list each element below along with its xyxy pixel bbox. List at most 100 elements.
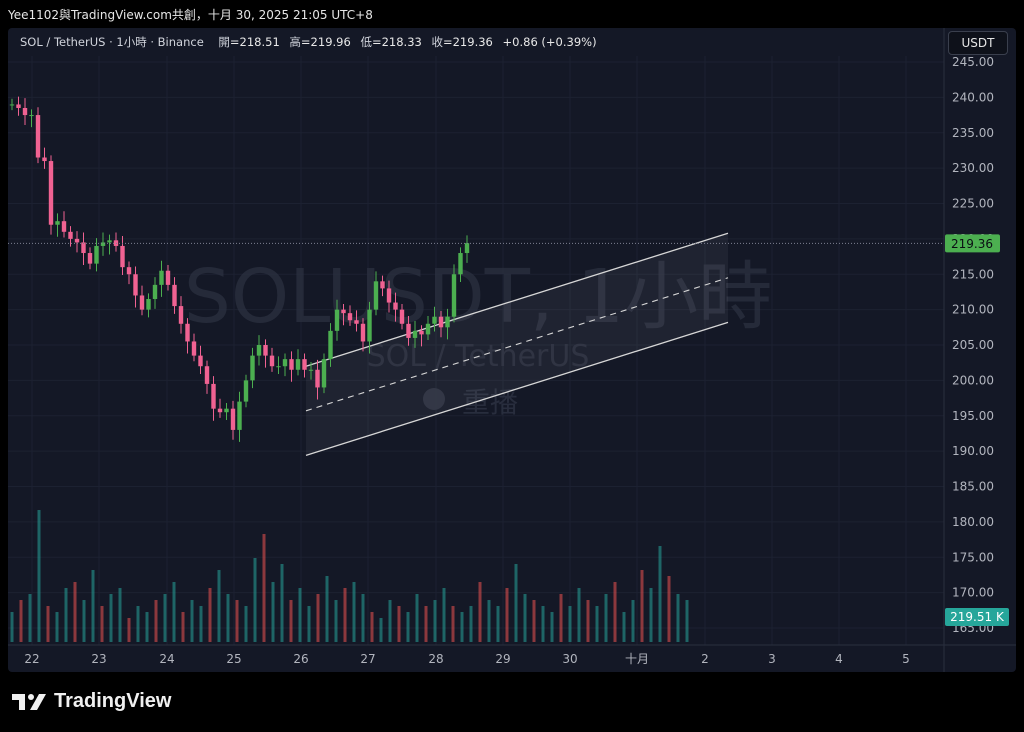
candle xyxy=(354,310,359,332)
candle-body xyxy=(334,309,340,331)
candle-body xyxy=(74,238,80,243)
replay-icon xyxy=(423,388,445,410)
volume-bar xyxy=(406,612,410,642)
volume-bar xyxy=(316,594,320,642)
x-tick-label: 3 xyxy=(768,652,776,666)
candle-body xyxy=(9,104,15,106)
volume-bar xyxy=(685,600,689,642)
candle xyxy=(289,351,294,382)
candle xyxy=(107,234,112,255)
candle-body xyxy=(133,274,138,296)
volume-bar xyxy=(325,576,329,642)
channel-upper-line xyxy=(305,232,729,367)
volume-bar xyxy=(667,576,671,642)
candle-body xyxy=(165,270,171,285)
candle-body xyxy=(464,243,470,254)
y-tick-label: 245.00 xyxy=(952,55,994,69)
candle-body xyxy=(146,299,151,310)
candle xyxy=(133,266,138,308)
candle-body xyxy=(204,366,210,384)
candle xyxy=(230,400,236,440)
y-tick-label: 180.00 xyxy=(952,515,994,529)
candle xyxy=(334,299,340,341)
candle-body xyxy=(451,274,457,317)
x-tick-label: 29 xyxy=(495,652,510,666)
candle xyxy=(61,211,67,238)
candle xyxy=(81,232,86,266)
candle-body xyxy=(185,323,190,342)
chart-panel[interactable] xyxy=(8,28,1016,672)
candle-body xyxy=(172,284,177,307)
candle xyxy=(282,353,288,377)
candle-body xyxy=(406,323,411,338)
x-tick-label: 25 xyxy=(226,652,241,666)
volume-bar xyxy=(379,618,383,642)
candle xyxy=(380,275,385,297)
volume-bar xyxy=(370,612,374,642)
candle xyxy=(243,374,249,408)
volume-bar xyxy=(109,594,113,642)
last-price-label: 219.36 xyxy=(951,237,993,251)
candle xyxy=(204,360,210,394)
volume-bar xyxy=(64,588,68,642)
high-label: 高 xyxy=(289,35,301,49)
volume-bar xyxy=(352,582,356,642)
candle-body xyxy=(237,401,242,430)
candle xyxy=(256,335,262,366)
volume-bar xyxy=(73,582,77,642)
candle-body xyxy=(191,341,197,356)
candle xyxy=(412,320,418,348)
candle xyxy=(55,213,60,237)
x-tick-label: 十月 xyxy=(625,652,649,666)
candle-body xyxy=(42,157,47,162)
candle xyxy=(139,285,145,316)
symbol-name[interactable]: SOL / TetherUS · 1小時 · Binance xyxy=(20,35,204,49)
candle xyxy=(432,306,437,332)
currency-button[interactable]: USDT xyxy=(948,31,1008,55)
change-value: +0.86 (+0.39%) xyxy=(502,35,597,49)
candle-body xyxy=(341,309,346,314)
candle-body xyxy=(211,383,216,409)
volume-bar xyxy=(460,612,464,642)
volume-bar xyxy=(559,594,563,642)
candle xyxy=(302,353,307,378)
x-tick-label: 5 xyxy=(902,652,910,666)
candle xyxy=(386,280,392,313)
y-tick-label: 170.00 xyxy=(952,586,994,600)
candle xyxy=(94,238,99,272)
volume-bar xyxy=(163,594,167,642)
volume-bar xyxy=(577,588,581,642)
y-tick-label: 175.00 xyxy=(952,550,994,564)
tradingview-logo: TradingView xyxy=(12,690,171,713)
candle xyxy=(328,323,333,367)
x-tick-label: 30 xyxy=(562,652,577,666)
candle-body xyxy=(198,355,203,367)
volume-bar xyxy=(541,606,545,642)
volume-bar xyxy=(19,600,23,642)
y-tick-label: 190.00 xyxy=(952,444,994,458)
volume-bar xyxy=(91,570,95,642)
candle-body xyxy=(308,369,314,371)
candle-body xyxy=(100,242,106,246)
y-tick-label: 195.00 xyxy=(952,409,994,423)
volume-bar xyxy=(586,600,590,642)
volume-bar xyxy=(10,612,14,642)
candle xyxy=(165,265,171,291)
candle xyxy=(393,292,398,322)
volume-bar xyxy=(226,594,230,642)
volume-bar xyxy=(28,594,32,642)
volume-bar xyxy=(145,612,149,642)
candle-body xyxy=(282,359,288,367)
candle xyxy=(458,247,463,283)
volume-bar xyxy=(388,600,392,642)
volume-bar xyxy=(136,606,140,642)
candle-body xyxy=(224,408,229,413)
volume-bar xyxy=(361,594,365,642)
high-value: =219.96 xyxy=(300,35,351,49)
volume-bar xyxy=(298,588,302,642)
candle-body xyxy=(230,408,236,430)
volume-bar xyxy=(127,618,131,642)
y-tick-label: 185.00 xyxy=(952,480,994,494)
x-tick-label: 27 xyxy=(360,652,375,666)
